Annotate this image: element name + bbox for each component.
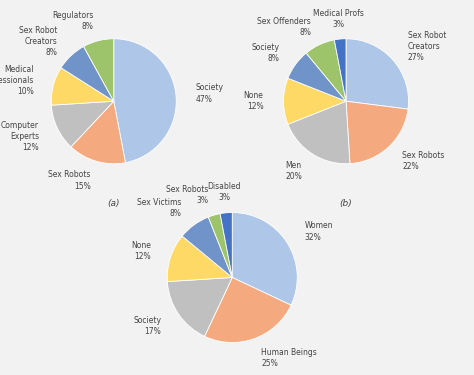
- Wedge shape: [306, 40, 346, 101]
- Text: Women
32%: Women 32%: [305, 222, 333, 242]
- Wedge shape: [205, 278, 291, 342]
- Wedge shape: [209, 214, 232, 278]
- Wedge shape: [232, 213, 297, 305]
- Text: None
12%: None 12%: [131, 241, 151, 261]
- Wedge shape: [51, 68, 114, 105]
- Wedge shape: [346, 39, 409, 109]
- Wedge shape: [283, 78, 346, 124]
- Wedge shape: [71, 101, 126, 164]
- Wedge shape: [288, 101, 350, 164]
- Text: Sex Robots
15%: Sex Robots 15%: [48, 170, 91, 190]
- Text: Human Beings
25%: Human Beings 25%: [261, 348, 317, 368]
- Text: Sex Robot
Creators
27%: Sex Robot Creators 27%: [408, 31, 447, 62]
- Wedge shape: [288, 53, 346, 101]
- Wedge shape: [182, 217, 232, 278]
- Wedge shape: [334, 39, 346, 101]
- Text: Sex Robots
3%: Sex Robots 3%: [166, 185, 208, 205]
- Text: Sex Offenders
8%: Sex Offenders 8%: [257, 16, 311, 37]
- Text: Sex Robot
Creators
8%: Sex Robot Creators 8%: [19, 26, 57, 57]
- Text: Society
17%: Society 17%: [133, 316, 161, 336]
- Wedge shape: [220, 213, 232, 278]
- Text: Medical
Professionals
10%: Medical Professionals 10%: [0, 65, 34, 96]
- Text: Sex Robots
22%: Sex Robots 22%: [402, 152, 445, 171]
- Text: Disabled
3%: Disabled 3%: [208, 182, 241, 202]
- Text: Medical Profs
3%: Medical Profs 3%: [313, 9, 364, 29]
- Text: Society
8%: Society 8%: [251, 43, 279, 63]
- Wedge shape: [346, 101, 408, 164]
- Text: Computer
Experts
12%: Computer Experts 12%: [1, 121, 39, 152]
- Wedge shape: [83, 39, 114, 101]
- Wedge shape: [61, 46, 114, 101]
- Text: Sex Victims
8%: Sex Victims 8%: [137, 198, 182, 218]
- Wedge shape: [167, 278, 232, 336]
- Wedge shape: [114, 39, 176, 163]
- Text: (b): (b): [340, 199, 352, 208]
- Text: None
12%: None 12%: [244, 91, 264, 111]
- Text: Society
47%: Society 47%: [196, 83, 224, 104]
- Wedge shape: [51, 101, 114, 147]
- Text: Regulators
8%: Regulators 8%: [52, 11, 93, 32]
- Text: Men
20%: Men 20%: [285, 161, 302, 181]
- Wedge shape: [167, 236, 232, 282]
- Text: (a): (a): [108, 199, 120, 208]
